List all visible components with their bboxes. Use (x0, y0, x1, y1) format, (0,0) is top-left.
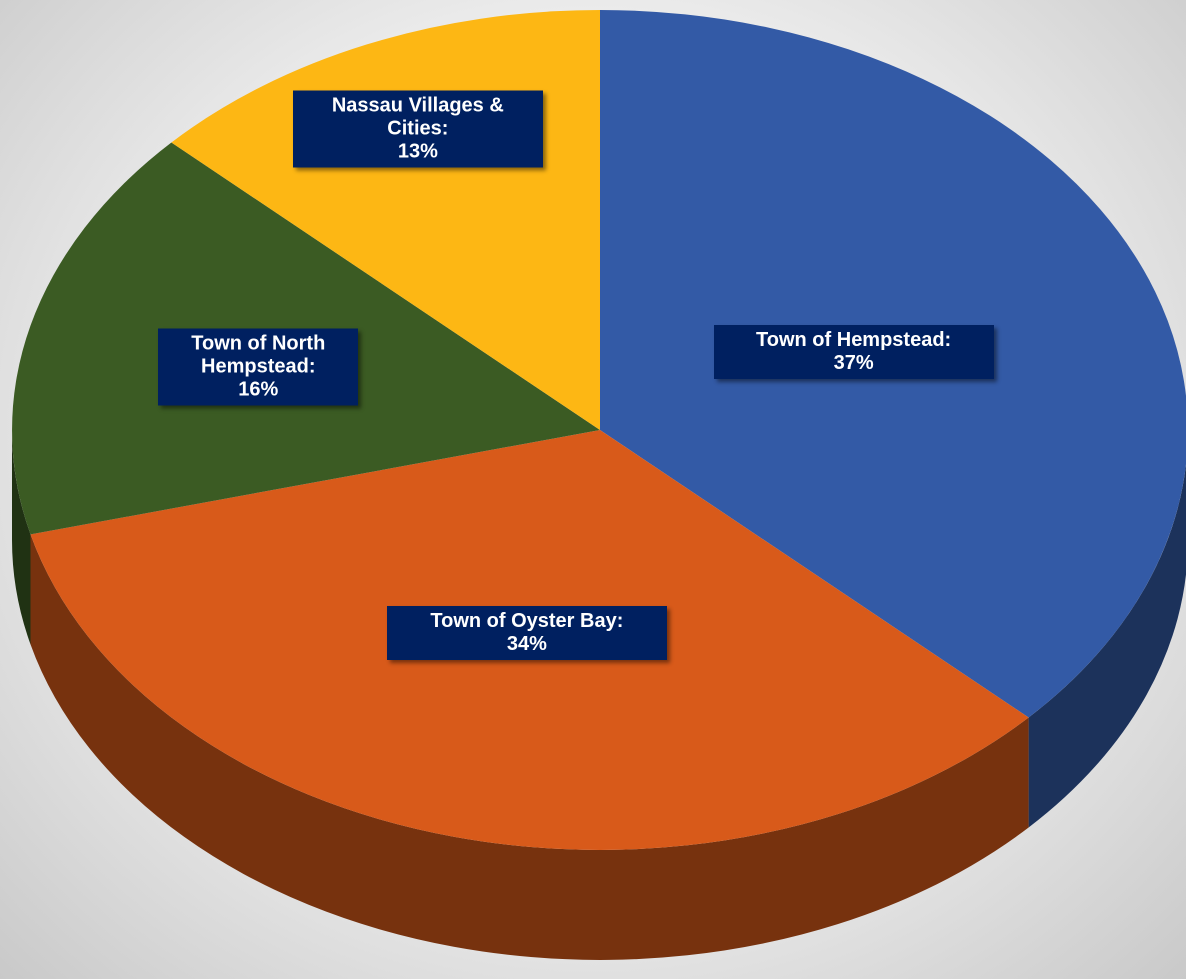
label-value: 16% (238, 378, 279, 401)
slice-side (30, 534, 1029, 960)
label-value: 34% (506, 633, 547, 656)
label-category: Nassau Villages & Cities: (331, 94, 504, 140)
slice-side (12, 430, 31, 645)
data-label: Town of Hempstead: 37% (713, 324, 994, 379)
data-label: Town of North Hempstead: 16% (158, 328, 359, 406)
label-value: 37% (833, 351, 874, 374)
slice-side (1028, 463, 1186, 828)
data-label: Town of Oyster Bay: 34% (386, 606, 667, 661)
label-category: Town of Hempstead: (756, 328, 952, 351)
label-value: 13% (397, 140, 438, 163)
label-category: Town of Oyster Bay: (430, 610, 624, 633)
data-label: Nassau Villages & Cities: 13% (292, 90, 543, 168)
label-category: Town of North Hempstead: (191, 332, 326, 378)
